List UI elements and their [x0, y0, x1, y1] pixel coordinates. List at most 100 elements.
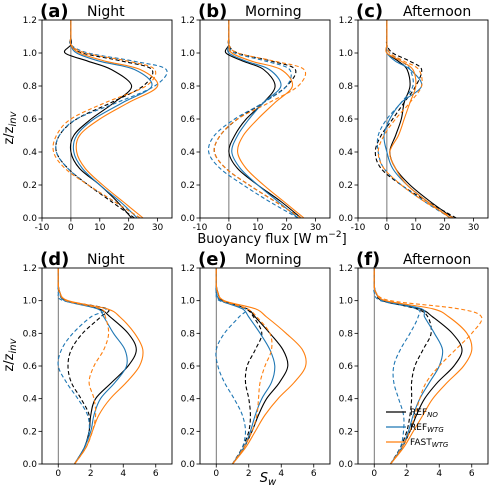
legend: REFNO REFWTG FASTWTG: [386, 408, 449, 449]
panel-d-ytick-label: 1.0: [23, 297, 38, 307]
panel-c-ytick-label: 1.0: [339, 49, 354, 59]
panel-e-xtick-label: 2: [246, 469, 252, 479]
panel-d-ytick-label: 1.2: [23, 264, 37, 274]
panel-c-line-fast-wtg: [385, 20, 451, 218]
panel-e-line-ref-wtg: [215, 268, 276, 464]
panel-a-series: [52, 20, 168, 218]
panel-d-letter: (d): [40, 249, 69, 270]
row1-xlabel: Buoyancy flux [W m−2]: [197, 230, 346, 247]
panel-d-line-ref-no: [57, 268, 137, 464]
panel-f-ytick-label: 0.2: [339, 427, 353, 437]
panel-f-line-ref-no-dashed: [373, 268, 432, 464]
panel-c: -10 0 10 20 30 0.0 0.2 0.4 0.6 0.8 1.0 1.2 (c) Aftern…: [339, 1, 489, 233]
panel-c-line-ref-no: [385, 20, 454, 218]
panel-a-ytick-label: 0.0: [23, 214, 38, 224]
panel-c-xtick-label: -10: [351, 223, 366, 233]
panel-b-ytick-label: 0.4: [181, 148, 196, 158]
panel-c-ytick-label: 0.0: [339, 214, 354, 224]
panel-d-ytick-label: 0.2: [23, 427, 37, 437]
panel-d-line-ref-wtg: [57, 268, 128, 464]
panel-e: 0 2 4 6 0.0 0.2 0.4 0.6 0.8 1.0 1.2 (e) Morning: [181, 249, 331, 479]
panel-b-xtick-label: 10: [252, 223, 264, 233]
panel-b-xtick-label: 30: [310, 223, 322, 233]
panel-b-line-fast-wtg-dashed: [213, 20, 307, 218]
panel-b: -10 0 10 20 30 0.0 0.2 0.4 0.6 0.8 1.0 1.2 (b) Mornin…: [181, 1, 331, 233]
panel-d-ytick-label: 0.0: [23, 460, 38, 470]
panel-e-line-ref-no: [215, 268, 289, 464]
panel-f-xtick-label: 2: [404, 469, 410, 479]
panel-b-ytick-label: 0.2: [181, 181, 195, 191]
panel-b-xtick-label: 0: [226, 223, 232, 233]
panel-a-ytick-label: 0.8: [23, 82, 38, 92]
panel-f-xtick-label: 6: [469, 469, 475, 479]
panel-e-line-ref-wtg-dashed: [215, 268, 247, 464]
panel-f-ytick-label: 0.0: [339, 460, 354, 470]
panel-d-line-fast-wtg: [57, 268, 144, 464]
panel-e-ytick-label: 1.2: [181, 264, 195, 274]
panel-f-line-fast-wtg: [373, 268, 473, 464]
panel-c-ytick-label: 0.6: [339, 115, 354, 125]
row2-ylabel: z/zinv: [2, 337, 19, 371]
panel-a-ytick-label: 0.2: [23, 181, 37, 191]
panel-e-ytick-label: 0.2: [181, 427, 195, 437]
panel-a-line-ref-wtg: [69, 20, 153, 218]
panel-e-line-ref-no-dashed: [215, 268, 263, 464]
panel-e-xtick-label: 6: [311, 469, 317, 479]
row1-ylabel: z/zinv: [2, 110, 19, 144]
panel-d-line-ref-wtg-dashed: [57, 268, 107, 464]
panel-a-ytick-label: 0.4: [23, 148, 38, 158]
panel-f-series: [373, 268, 483, 464]
panel-c-line-ref-wtg: [383, 20, 451, 218]
panel-c-ytick-label: 0.8: [339, 82, 354, 92]
panel-a-xtick-label: 20: [123, 223, 135, 233]
panel-c-xtick-label: 20: [439, 223, 451, 233]
panel-f-ytick-label: 1.0: [339, 297, 354, 307]
legend-label-fast-wtg: FASTWTG: [410, 438, 449, 449]
row2-xlabel: Sw: [260, 471, 277, 488]
panel-c-line-fast-wtg-dashed: [377, 20, 454, 218]
panel-f-line-fast-wtg-dashed: [373, 268, 483, 464]
panel-b-ytick-label: 0.6: [181, 115, 196, 125]
panel-c-letter: (c): [356, 1, 383, 22]
panel-e-xtick-label: 4: [278, 469, 284, 479]
panel-e-ytick-label: 1.0: [181, 297, 196, 307]
panel-e-ytick-label: 0.0: [181, 460, 196, 470]
panel-e-ytick-label: 0.6: [181, 362, 196, 372]
legend-label-ref-wtg: REFWTG: [410, 423, 444, 434]
panel-d: 0 2 4 6 0.0 0.2 0.4 0.6 0.8 1.0 1.2 (d) Night: [23, 249, 173, 479]
panel-a-ytick-label: 0.6: [23, 115, 38, 125]
panel-d-ytick-label: 0.8: [23, 329, 38, 339]
panel-d-xtick-label: 0: [55, 469, 61, 479]
panel-e-letter: (e): [198, 249, 227, 270]
panel-b-frame: [199, 19, 331, 219]
panel-f-ytick-label: 0.6: [339, 362, 354, 372]
panel-c-series: [374, 20, 457, 218]
panel-a-xtick-label: -10: [35, 223, 50, 233]
panel-d-ytick-label: 0.6: [23, 362, 38, 372]
panel-c-ytick-label: 0.4: [339, 148, 354, 158]
panel-b-line-ref-wtg-dashed: [207, 20, 299, 218]
panel-b-line-fast-wtg: [228, 20, 305, 218]
legend-label-ref-no: REFNO: [410, 408, 438, 419]
panel-d-line-fast-wtg-dashed: [57, 268, 110, 464]
panel-d-series: [57, 268, 144, 464]
panel-e-series: [215, 268, 307, 464]
panel-a-xtick-label: 30: [152, 223, 164, 233]
panel-f-ytick-label: 1.2: [339, 264, 353, 274]
panel-d-xtick-label: 2: [88, 469, 94, 479]
panel-a-ytick-label: 1.2: [23, 16, 37, 26]
panel-f-ytick-label: 0.4: [339, 395, 354, 405]
panel-c-xtick-label: 10: [410, 223, 422, 233]
panel-a-xtick-label: 0: [68, 223, 74, 233]
panel-e-title: Morning: [245, 252, 302, 268]
panel-b-ytick-label: 1.0: [181, 49, 196, 59]
panel-a-line-fast-wtg: [69, 20, 159, 218]
panel-e-line-fast-wtg-dashed: [215, 268, 273, 464]
panel-c-xtick-label: 30: [468, 223, 480, 233]
panel-b-letter: (b): [198, 1, 227, 22]
panel-c-line-ref-no-dashed: [374, 20, 457, 218]
panel-e-xtick-label: 0: [213, 469, 219, 479]
panel-a-ytick-label: 1.0: [23, 49, 38, 59]
panel-b-xtick-label: -10: [193, 223, 208, 233]
panel-a: -10 0 10 20 30 0.0 0.2 0.4 0.6 0.8 1.0 1.2 (a) Night: [23, 1, 173, 233]
